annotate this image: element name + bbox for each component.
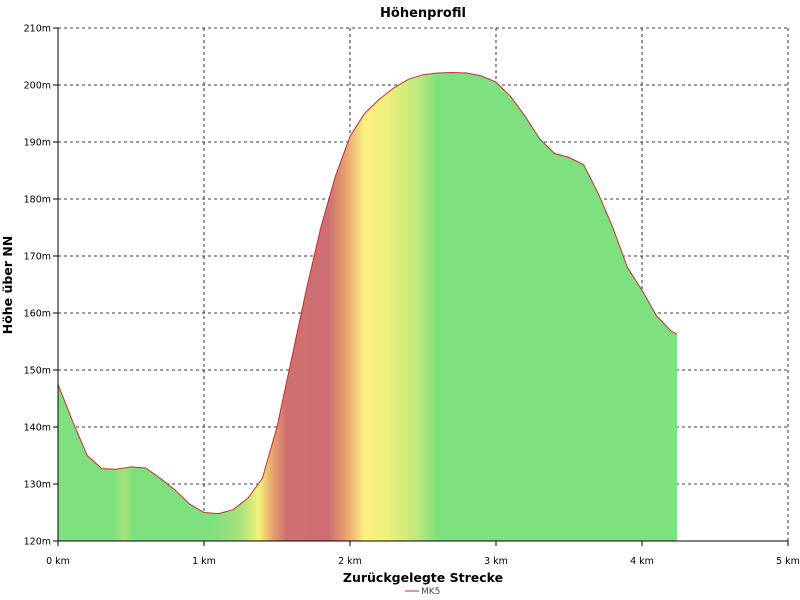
series-line-mk5 xyxy=(57,71,678,515)
x-tick-label: 2 km xyxy=(338,556,362,567)
x-tick-label: 3 km xyxy=(484,556,508,567)
y-tick-label: 120m xyxy=(24,537,51,548)
y-tick-label: 210m xyxy=(24,24,51,35)
legend-label-mk5: MK5 xyxy=(421,587,440,597)
y-tick-label: 190m xyxy=(24,138,51,149)
y-tick-label: 140m xyxy=(24,423,51,434)
x-tick-label: 1 km xyxy=(192,556,216,567)
x-tick-label: 0 km xyxy=(46,556,70,567)
elevation-area xyxy=(58,72,677,541)
x-tick-labels: 0 km 1 km 2 km 3 km 4 km 5 km xyxy=(46,556,800,567)
y-tick-label: 130m xyxy=(24,480,51,491)
y-tick-label: 170m xyxy=(24,252,51,263)
axes xyxy=(53,27,789,546)
y-axis-label: Höhe über NN xyxy=(0,236,15,335)
y-tick-label: 200m xyxy=(24,81,51,92)
y-tick-label: 150m xyxy=(24,366,51,377)
legend: MK5 xyxy=(405,587,440,597)
y-tick-label: 180m xyxy=(24,195,51,206)
y-tick-labels: 120m 130m 140m 150m 160m 170m 180m 190m 200m 210m xyxy=(24,24,51,548)
y-tick-label: 160m xyxy=(24,309,51,320)
x-axis-label: Zurückgelegte Strecke xyxy=(343,570,503,585)
x-tick-label: 4 km xyxy=(630,556,654,567)
chart-title: Höhenprofil xyxy=(380,6,466,21)
x-tick-label: 5 km xyxy=(776,556,800,567)
